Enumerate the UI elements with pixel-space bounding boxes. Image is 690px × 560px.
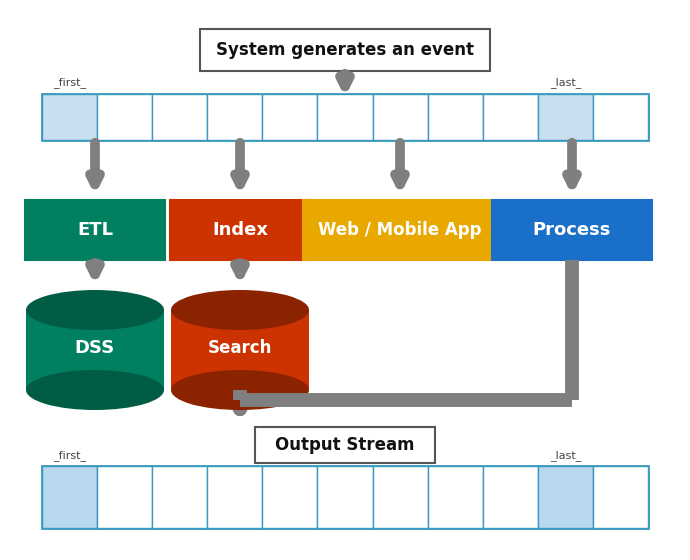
Text: _last_: _last_ bbox=[550, 77, 581, 88]
Bar bbox=[593, 94, 648, 140]
Bar bbox=[483, 94, 538, 140]
Text: System generates an event: System generates an event bbox=[216, 41, 474, 59]
Bar bbox=[42, 94, 97, 140]
Bar bbox=[302, 200, 497, 260]
Bar bbox=[373, 94, 428, 140]
Bar bbox=[428, 94, 483, 140]
Bar bbox=[483, 466, 538, 528]
Bar bbox=[593, 466, 648, 528]
Text: Search: Search bbox=[208, 339, 272, 357]
Bar bbox=[42, 466, 648, 528]
Bar bbox=[262, 466, 317, 528]
Bar bbox=[152, 466, 207, 528]
Bar bbox=[207, 94, 262, 140]
Bar bbox=[373, 466, 428, 528]
Ellipse shape bbox=[171, 290, 309, 330]
Bar bbox=[152, 94, 207, 140]
Bar bbox=[97, 466, 152, 528]
Bar bbox=[42, 466, 97, 528]
Bar bbox=[97, 94, 152, 140]
Text: Index: Index bbox=[212, 221, 268, 239]
Ellipse shape bbox=[171, 370, 309, 410]
Text: _first_: _first_ bbox=[53, 450, 86, 461]
Bar bbox=[207, 466, 262, 528]
Bar bbox=[428, 466, 483, 528]
Text: DSS: DSS bbox=[75, 339, 115, 357]
Bar bbox=[26, 310, 164, 390]
Text: _first_: _first_ bbox=[53, 77, 86, 88]
Text: _last_: _last_ bbox=[550, 450, 581, 461]
Text: Output Stream: Output Stream bbox=[275, 436, 415, 454]
Text: Web / Mobile App: Web / Mobile App bbox=[318, 221, 482, 239]
Bar bbox=[538, 466, 593, 528]
Bar bbox=[492, 200, 652, 260]
Bar bbox=[170, 200, 310, 260]
Bar bbox=[25, 200, 165, 260]
Bar bbox=[255, 427, 435, 463]
Text: Process: Process bbox=[533, 221, 611, 239]
Bar bbox=[200, 29, 490, 71]
Bar bbox=[171, 310, 309, 390]
Bar bbox=[317, 466, 373, 528]
Text: ETL: ETL bbox=[77, 221, 113, 239]
Bar bbox=[317, 94, 373, 140]
Bar bbox=[538, 94, 593, 140]
Ellipse shape bbox=[26, 290, 164, 330]
Bar bbox=[262, 94, 317, 140]
Bar bbox=[42, 94, 648, 140]
Ellipse shape bbox=[26, 370, 164, 410]
